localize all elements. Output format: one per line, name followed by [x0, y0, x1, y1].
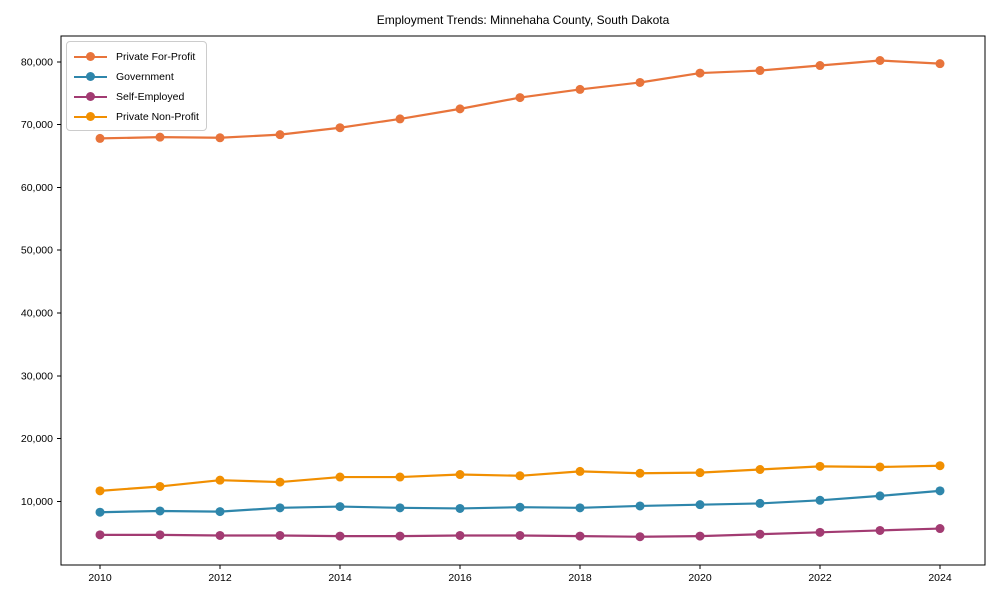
data-point-private-for-profit-2015 [395, 114, 405, 124]
data-point-government-2010 [95, 507, 105, 517]
data-point-self-employed-2013 [275, 530, 285, 540]
y-tick-label: 50,000 [21, 245, 53, 257]
data-point-private-non-profit-2017 [515, 471, 525, 481]
x-tick-label: 2022 [808, 572, 832, 584]
data-point-private-non-profit-2018 [575, 466, 585, 476]
data-point-self-employed-2019 [635, 532, 645, 542]
data-point-self-employed-2020 [695, 531, 705, 541]
data-point-private-for-profit-2018 [575, 84, 585, 94]
data-point-private-for-profit-2020 [695, 68, 705, 78]
y-tick-label: 30,000 [21, 370, 53, 382]
data-point-government-2014 [335, 502, 345, 512]
y-tick-label: 70,000 [21, 119, 53, 131]
data-point-self-employed-2021 [755, 529, 765, 539]
legend-marker-icon [74, 111, 107, 122]
y-tick-label: 80,000 [21, 56, 53, 68]
data-point-private-non-profit-2010 [95, 486, 105, 496]
data-point-private-non-profit-2019 [635, 468, 645, 478]
x-tick-label: 2014 [328, 572, 352, 584]
data-point-self-employed-2018 [575, 531, 585, 541]
data-point-self-employed-2023 [875, 525, 885, 535]
y-tick-label: 20,000 [21, 433, 53, 445]
data-point-self-employed-2010 [95, 530, 105, 540]
data-point-self-employed-2015 [395, 531, 405, 541]
data-point-government-2023 [875, 491, 885, 501]
legend-label: Self-Employed [116, 90, 185, 103]
data-point-private-for-profit-2014 [335, 123, 345, 133]
data-point-private-for-profit-2019 [635, 77, 645, 87]
data-point-private-non-profit-2015 [395, 472, 405, 482]
legend-label: Government [116, 70, 174, 83]
data-point-government-2017 [515, 502, 525, 512]
data-point-government-2015 [395, 503, 405, 513]
x-tick-label: 2012 [208, 572, 232, 584]
legend-item-private-non-profit: Private Non-Profit [74, 107, 200, 126]
data-point-private-for-profit-2021 [755, 66, 765, 76]
data-point-government-2013 [275, 503, 285, 513]
data-point-private-non-profit-2024 [935, 461, 945, 471]
y-tick-label: 10,000 [21, 496, 53, 508]
data-point-government-2022 [815, 495, 825, 505]
data-point-government-2020 [695, 500, 705, 510]
y-tick-label: 60,000 [21, 182, 53, 194]
data-point-private-for-profit-2011 [155, 132, 165, 142]
data-point-government-2012 [215, 507, 225, 517]
data-point-private-non-profit-2016 [455, 470, 465, 480]
data-point-private-non-profit-2021 [755, 465, 765, 475]
legend-label: Private For-Profit [116, 50, 196, 63]
data-point-private-non-profit-2023 [875, 462, 885, 472]
legend: Private For-Profit Government Self-Emplo… [66, 41, 207, 131]
legend-label: Private Non-Profit [116, 110, 199, 123]
legend-item-private-for-profit: Private For-Profit [74, 47, 200, 66]
data-point-government-2019 [635, 501, 645, 511]
data-point-private-for-profit-2013 [275, 130, 285, 140]
data-point-self-employed-2012 [215, 530, 225, 540]
data-point-private-non-profit-2011 [155, 481, 165, 491]
x-tick-label: 2024 [928, 572, 952, 584]
data-point-self-employed-2017 [515, 530, 525, 540]
data-point-government-2018 [575, 503, 585, 513]
data-point-government-2011 [155, 506, 165, 516]
data-point-government-2024 [935, 486, 945, 496]
data-point-private-non-profit-2012 [215, 475, 225, 485]
legend-marker-icon [74, 71, 107, 82]
data-point-private-for-profit-2010 [95, 133, 105, 143]
x-tick-label: 2018 [568, 572, 592, 584]
data-point-private-non-profit-2020 [695, 468, 705, 478]
data-point-private-non-profit-2014 [335, 472, 345, 482]
data-point-private-for-profit-2016 [455, 104, 465, 114]
x-tick-label: 2016 [448, 572, 472, 584]
legend-item-self-employed: Self-Employed [74, 87, 200, 106]
data-point-self-employed-2024 [935, 524, 945, 534]
legend-marker-icon [74, 51, 107, 62]
legend-marker-icon [74, 91, 107, 102]
chart-title: Employment Trends: Minnehaha County, Sou… [376, 13, 670, 27]
data-point-self-employed-2016 [455, 530, 465, 540]
legend-item-government: Government [74, 67, 200, 86]
data-point-government-2016 [455, 503, 465, 513]
x-tick-label: 2020 [688, 572, 712, 584]
data-point-government-2021 [755, 498, 765, 508]
x-tick-label: 2010 [88, 572, 112, 584]
data-point-private-for-profit-2023 [875, 56, 885, 66]
data-point-private-non-profit-2022 [815, 461, 825, 471]
y-tick-label: 40,000 [21, 308, 53, 320]
plot-border [60, 35, 986, 566]
data-point-private-for-profit-2012 [215, 133, 225, 143]
data-point-private-for-profit-2024 [935, 59, 945, 69]
data-point-private-non-profit-2013 [275, 477, 285, 487]
data-point-self-employed-2011 [155, 530, 165, 540]
data-point-self-employed-2014 [335, 531, 345, 541]
data-point-private-for-profit-2017 [515, 93, 525, 103]
data-point-private-for-profit-2022 [815, 61, 825, 71]
data-point-self-employed-2022 [815, 527, 825, 537]
